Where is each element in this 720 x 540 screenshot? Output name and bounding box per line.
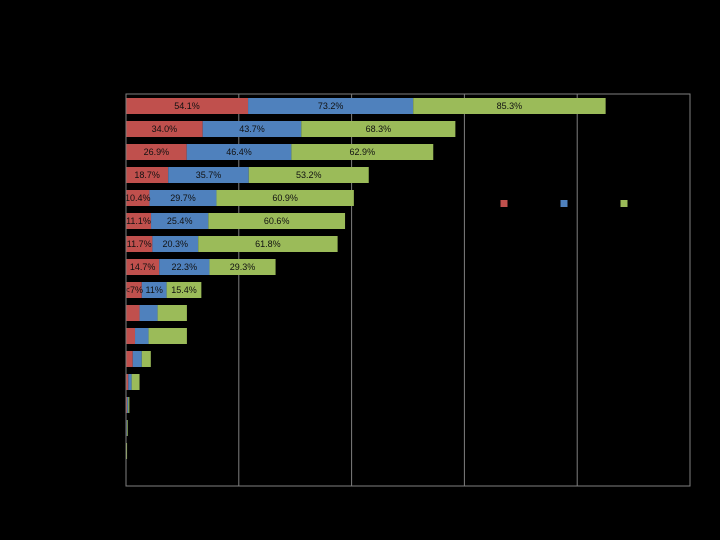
- bar-segment: [248, 167, 369, 183]
- bar-segment: [126, 351, 133, 367]
- bar-segment: [202, 121, 302, 137]
- data-label: 43.7%: [239, 124, 265, 134]
- bar-segment: [148, 328, 187, 344]
- bars: [126, 98, 606, 459]
- data-label: 11.1%: [126, 216, 151, 226]
- data-label: 73.2%: [318, 101, 344, 111]
- bar-segment: [209, 259, 276, 275]
- data-label: 15.4%: [171, 285, 197, 295]
- bar-segment: [198, 236, 338, 252]
- bar-segment: [141, 282, 167, 298]
- bar-segment: [157, 305, 187, 321]
- bar-segment: [186, 144, 292, 160]
- bar-segment: [126, 305, 140, 321]
- data-label: 20.3%: [163, 239, 189, 249]
- bar-segment: [126, 236, 153, 252]
- data-label: 60.9%: [272, 193, 298, 203]
- bar-segment: [126, 144, 187, 160]
- data-label: 14.7%: [130, 262, 156, 272]
- bar-segment: [166, 282, 202, 298]
- bar-segment: [152, 236, 199, 252]
- legend-marker: [620, 200, 628, 207]
- bar-segment: [126, 259, 160, 275]
- bar-segment: [248, 98, 414, 114]
- bar-segment: [126, 190, 150, 206]
- data-label: 22.3%: [172, 262, 198, 272]
- bar-segment: [151, 213, 209, 229]
- bar-segment: [126, 121, 203, 137]
- data-labels: 54.1% 73.2% 85.3% 34.0% 43.7% 68.3% 26.9% 46.4%…: [125, 101, 522, 295]
- data-label: 54.1%: [174, 101, 200, 111]
- data-label: 35.7%: [196, 170, 222, 180]
- bar-segment: [127, 397, 129, 413]
- bar-segment: [126, 213, 152, 229]
- bar-segment: [135, 328, 149, 344]
- bar-segment: [141, 351, 151, 367]
- bar-segment: [128, 374, 132, 390]
- legend: [500, 200, 628, 207]
- plot-area-border: [125, 93, 691, 487]
- data-label: <7%: [125, 285, 143, 295]
- bar-segment: [216, 190, 354, 206]
- bar-segment: [149, 190, 217, 206]
- bar-segment: [128, 397, 130, 413]
- bar-segment: [168, 167, 249, 183]
- data-label: 18.7%: [134, 170, 160, 180]
- data-label: 11.7%: [127, 239, 152, 249]
- bar-segment: [139, 305, 158, 321]
- bar-segment: [126, 98, 249, 114]
- data-label: 85.3%: [497, 101, 523, 111]
- bar-segment: [132, 351, 142, 367]
- bar-segment: [291, 144, 434, 160]
- legend-marker: [500, 200, 508, 207]
- data-label: 34.0%: [152, 124, 178, 134]
- bar-segment: [126, 374, 129, 390]
- data-label: 29.3%: [230, 262, 256, 272]
- data-label: 53.2%: [296, 170, 322, 180]
- data-label: 68.3%: [366, 124, 392, 134]
- legend-marker: [560, 200, 568, 207]
- data-label: 60.6%: [264, 216, 290, 226]
- bar-segment: [208, 213, 346, 229]
- data-label: 11%: [146, 285, 163, 295]
- data-label: 46.4%: [226, 147, 252, 157]
- bar-segment: [301, 121, 456, 137]
- bar-segment: [159, 259, 210, 275]
- data-label: 10.4%: [125, 193, 151, 203]
- bar-segment: [126, 167, 169, 183]
- bar-segment: [127, 420, 128, 436]
- bar-segment: [126, 443, 128, 459]
- bar-segment: [126, 420, 128, 436]
- data-label: 29.7%: [170, 193, 196, 203]
- data-label: 62.9%: [350, 147, 376, 157]
- bar-segment: [126, 282, 142, 298]
- bar-segment: [126, 397, 128, 413]
- bar-segment: [131, 374, 140, 390]
- bar-segment: [126, 328, 136, 344]
- data-label: 25.4%: [167, 216, 193, 226]
- data-label: 26.9%: [144, 147, 170, 157]
- data-label: 61.8%: [255, 239, 281, 249]
- bar-segment: [413, 98, 606, 114]
